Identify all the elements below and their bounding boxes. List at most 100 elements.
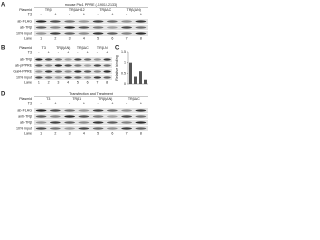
blot-label: ab-FLAG: [17, 19, 32, 23]
cell-label: TRβΔC: [99, 8, 111, 12]
band: [78, 127, 90, 130]
band: [121, 109, 133, 112]
cell-label: -: [126, 12, 128, 16]
cell-label: +: [48, 50, 50, 54]
band: [54, 70, 63, 73]
lane-title: Lane: [24, 36, 32, 40]
band: [135, 20, 147, 23]
blot: [34, 57, 112, 62]
band: [78, 115, 90, 118]
band: [35, 20, 47, 23]
cell-label: TRβΔH12: [69, 8, 85, 12]
lane-number: 6: [111, 36, 113, 40]
blot-label: 10% input: [16, 31, 32, 35]
lane-number: 8: [140, 36, 142, 40]
lane-number: 2: [54, 131, 56, 135]
blot: [34, 19, 148, 24]
band: [78, 109, 90, 112]
cell-label: -: [98, 101, 100, 105]
blot-label: anti-TRβ: [18, 114, 32, 118]
band: [44, 64, 53, 67]
band: [49, 121, 61, 124]
lane-number: 4: [83, 131, 85, 135]
lane-number: 3: [69, 131, 71, 135]
band: [74, 58, 82, 61]
cell-label: +: [83, 12, 85, 16]
band: [74, 70, 82, 73]
band: [35, 70, 43, 73]
cell-label: TRβ(ΔN): [127, 8, 141, 12]
band: [121, 115, 133, 118]
lane-number: 1: [38, 80, 40, 84]
cell-label: +: [54, 101, 56, 105]
band: [49, 20, 61, 23]
cell-label: TRβ1: [72, 97, 81, 101]
panel-label: C: [115, 46, 120, 52]
band: [83, 76, 92, 79]
cell-label: -: [69, 12, 71, 16]
band: [121, 121, 133, 124]
lane-number: 1: [40, 131, 42, 135]
cell-label: -: [69, 101, 71, 105]
cell-label: -: [41, 12, 43, 16]
band: [92, 32, 104, 35]
cell-label: TRβΔC: [77, 46, 89, 50]
cell-label: +: [87, 50, 89, 54]
cell-label: +: [140, 101, 142, 105]
band: [103, 64, 111, 67]
bar: [134, 76, 137, 84]
panel-header: Transfection and Treatment: [69, 92, 113, 96]
band: [54, 58, 63, 61]
band: [135, 109, 147, 112]
band: [106, 127, 118, 130]
cell-label: +: [140, 12, 142, 16]
bar: [129, 62, 132, 84]
row-label: Plasmid: [19, 46, 32, 50]
panel-label: D: [1, 92, 6, 98]
band: [106, 115, 118, 118]
blot: [34, 126, 148, 131]
row-label: T3: [28, 12, 32, 16]
y-tick-label: 0.5: [121, 71, 126, 75]
band: [74, 76, 82, 79]
band: [78, 121, 90, 124]
band: [64, 109, 76, 112]
blot: [34, 69, 112, 74]
band: [64, 58, 72, 61]
band: [44, 76, 53, 79]
band: [49, 26, 61, 29]
band: [83, 64, 92, 67]
lane-number: 8: [106, 80, 108, 84]
band: [44, 70, 53, 73]
band: [35, 76, 43, 79]
row-label: Plasmid: [19, 8, 32, 12]
cell-label: TRβΔC: [128, 97, 140, 101]
band: [135, 32, 147, 35]
lane-number: 7: [126, 36, 128, 40]
band: [92, 115, 104, 118]
cell-label: T3: [42, 46, 46, 50]
band: [106, 109, 118, 112]
blot-label: ab-TRβ: [20, 25, 32, 29]
band: [54, 64, 63, 67]
band: [103, 70, 111, 73]
band: [103, 58, 111, 61]
band: [106, 121, 118, 124]
cell-label: TRβ(ΔN): [98, 97, 112, 101]
y-tick-label: 1: [124, 61, 126, 65]
cell-label: +: [111, 12, 113, 16]
blot-label: 10% input: [16, 75, 32, 79]
blot: [34, 63, 112, 68]
band: [135, 127, 147, 130]
blot: [34, 31, 148, 36]
blot: [34, 120, 148, 125]
cell-label: TRβ(ΔN): [56, 46, 70, 50]
band: [93, 76, 102, 79]
y-axis-label: Relative binding: [115, 55, 119, 81]
y-tick-label: 1.5: [121, 50, 126, 54]
band: [78, 32, 90, 35]
band: [64, 121, 76, 124]
blot: [34, 108, 148, 113]
band: [74, 64, 82, 67]
